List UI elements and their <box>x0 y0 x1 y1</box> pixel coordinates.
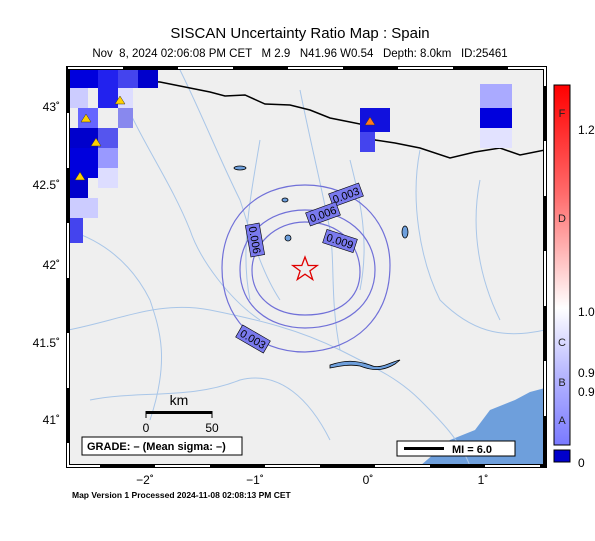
y-tick-label: 42.5˚ <box>33 178 60 192</box>
epicenter <box>290 255 320 282</box>
x-tick-label: 0˚ <box>363 473 374 487</box>
grade-letter: B <box>558 377 565 389</box>
grade-text: GRADE: – (Mean sigma: –) <box>87 441 226 453</box>
water-bodies <box>233 165 409 370</box>
colorbar-value: 0 <box>578 456 585 470</box>
map-area: 0.003 0.006 0.009 0.006 0.003 km 0 50 GR… <box>68 68 545 466</box>
y-tick-label: 43˚ <box>43 100 60 114</box>
grade-box <box>81 436 243 456</box>
grade-letter: D <box>558 213 566 225</box>
y-axis: 43˚ 42.5˚ 42˚ 41.5˚ 41˚ <box>33 100 60 427</box>
colorbar-value: 1.0 <box>578 305 595 319</box>
rivers <box>68 69 545 466</box>
stations <box>74 95 376 181</box>
y-tick-label: 41.5˚ <box>33 336 60 350</box>
mmi-line <box>404 447 444 450</box>
land <box>68 68 545 466</box>
border <box>68 68 545 159</box>
colorbar-value: 1.2 <box>578 123 595 137</box>
x-tick-label: 1˚ <box>478 473 489 487</box>
uncertainty-cells <box>68 68 512 243</box>
scale-start: 0 <box>143 421 150 435</box>
grade-letter: A <box>558 415 566 427</box>
grade-letter: F <box>559 108 566 120</box>
colorbar: F D C B A 1.2 1.0 0.9 0.9 0 <box>553 84 595 470</box>
x-tick-label: −2˚ <box>136 473 154 487</box>
scale-bar: km 0 50 <box>143 392 219 435</box>
y-tick-label: 41˚ <box>43 413 60 427</box>
map-title: SISCAN Uncertainty Ratio Map : Spain <box>170 25 429 42</box>
y-tick-label: 42˚ <box>43 258 60 272</box>
scale-end: 50 <box>205 421 219 435</box>
colorbar-bottom-swatch <box>553 449 571 463</box>
x-axis: −2˚ −1˚ 0˚ 1˚ <box>136 473 488 487</box>
contour-label: 0.006 <box>246 226 263 255</box>
grade-letter: C <box>558 337 566 349</box>
map-frame-dashes <box>67 67 546 467</box>
colorbar-value: 0.9 <box>578 385 595 399</box>
colorbar-scale <box>553 84 571 446</box>
scale-unit: km <box>170 392 189 408</box>
colorbar-value: 0.9 <box>578 366 595 380</box>
mmi-text: MI = 6.0 <box>452 444 492 456</box>
mmi-box <box>396 440 516 457</box>
map-subtitle: Nov 8, 2024 02:06:08 PM CET M 2.9 N41.96… <box>92 48 507 60</box>
footer: Map Version 1 Processed 2024-11-08 02:08… <box>72 490 292 500</box>
x-tick-label: −1˚ <box>246 473 264 487</box>
